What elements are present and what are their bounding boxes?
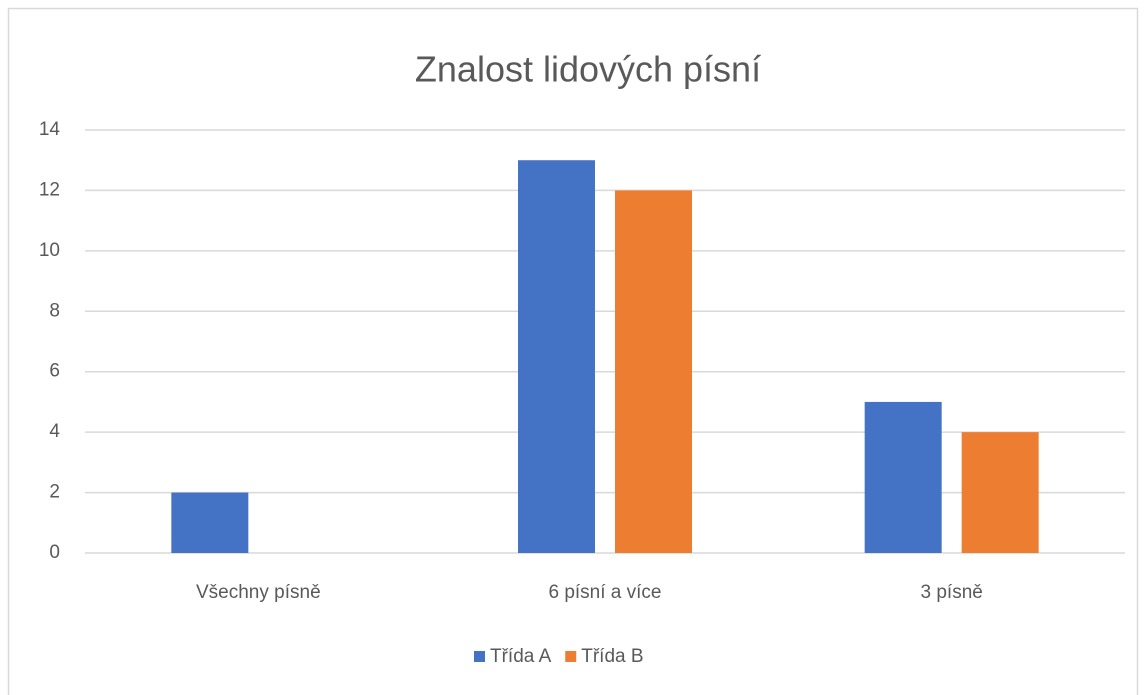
legend-swatch [565, 651, 577, 662]
bar [615, 190, 692, 553]
y-tick-label: 2 [49, 482, 60, 503]
x-tick-label: 3 písně [921, 582, 983, 603]
bar [171, 492, 249, 553]
y-tick-label: 10 [39, 240, 60, 261]
y-tick-label: 4 [49, 421, 60, 442]
legend-label: Třída A [490, 646, 552, 667]
legend-swatch [474, 651, 485, 662]
y-tick-label: 12 [39, 179, 60, 200]
legend-label: Třída B [581, 646, 643, 667]
bar [864, 401, 942, 553]
y-tick-label: 8 [49, 300, 60, 321]
y-tick-label: 0 [49, 542, 60, 563]
chart-title: Znalost lidových písní [415, 49, 761, 90]
bar [961, 432, 1039, 553]
x-tick-label: Všechny písně [196, 582, 321, 603]
y-tick-label: 6 [49, 361, 60, 382]
bar [518, 160, 595, 553]
x-tick-label: 6 písní a více [548, 582, 661, 603]
y-tick-label: 14 [39, 119, 61, 140]
